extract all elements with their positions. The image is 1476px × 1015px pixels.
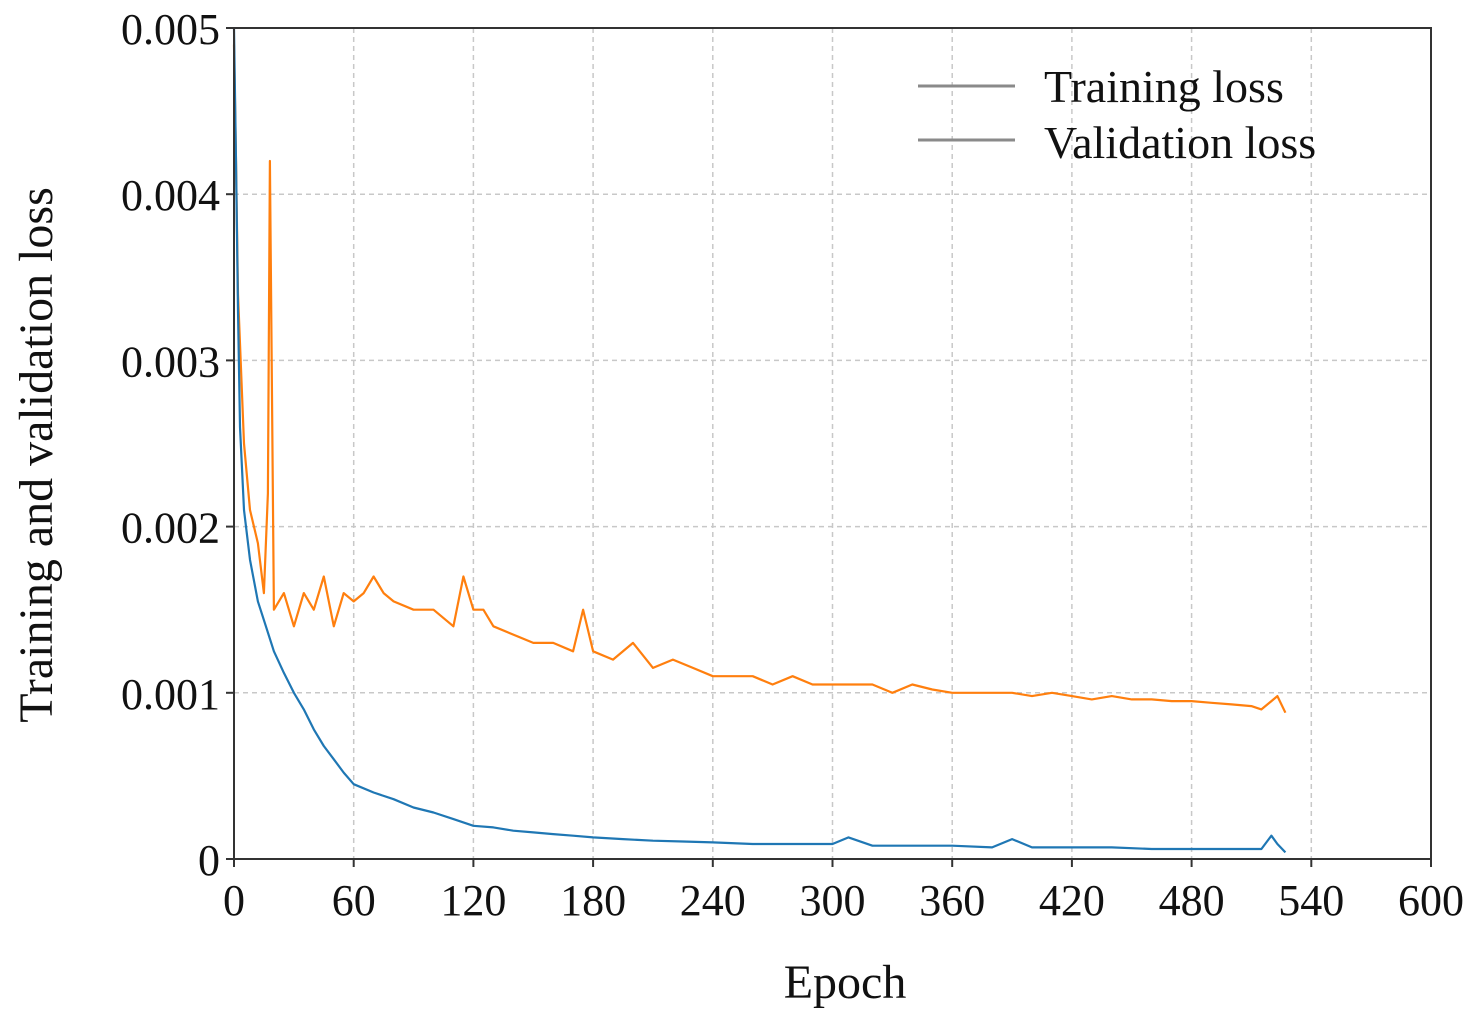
x-tick-label: 420 [1039,876,1105,925]
x-tick-label: 120 [440,876,506,925]
x-axis-title: Epoch [784,956,907,1009]
x-tick-labels: 0 60 120 180 240 300 360 420 480 540 600 [223,876,1464,925]
legend: Training loss Validation loss [918,61,1316,168]
x-tick-label: 240 [680,876,746,925]
legend-label-validation: Validation loss [1044,117,1316,168]
y-tick-label: 0 [198,836,220,885]
y-tick-label: 0.002 [121,504,220,553]
grid-lines [234,28,1431,859]
y-axis-title: Training and validation loss [10,187,63,723]
y-tick-label: 0.003 [121,337,220,386]
x-tick-label: 300 [800,876,866,925]
y-tick-label: 0.001 [121,670,220,719]
tick-marks [226,27,1432,867]
series-layer [232,27,1287,854]
x-tick-label: 60 [332,876,376,925]
x-tick-label: 600 [1398,876,1464,925]
x-tick-label: 0 [223,876,245,925]
x-tick-label: 360 [919,876,985,925]
y-tick-labels: 0 0.001 0.002 0.003 0.004 0.005 [121,5,220,885]
y-tick-label: 0.004 [121,171,220,220]
validation-loss-line [232,44,1287,714]
y-tick-label: 0.005 [121,5,220,54]
training-loss-line [232,27,1287,854]
x-tick-label: 480 [1159,876,1225,925]
x-tick-label: 540 [1278,876,1344,925]
x-tick-label: 180 [560,876,626,925]
legend-label-training: Training loss [1044,61,1284,112]
